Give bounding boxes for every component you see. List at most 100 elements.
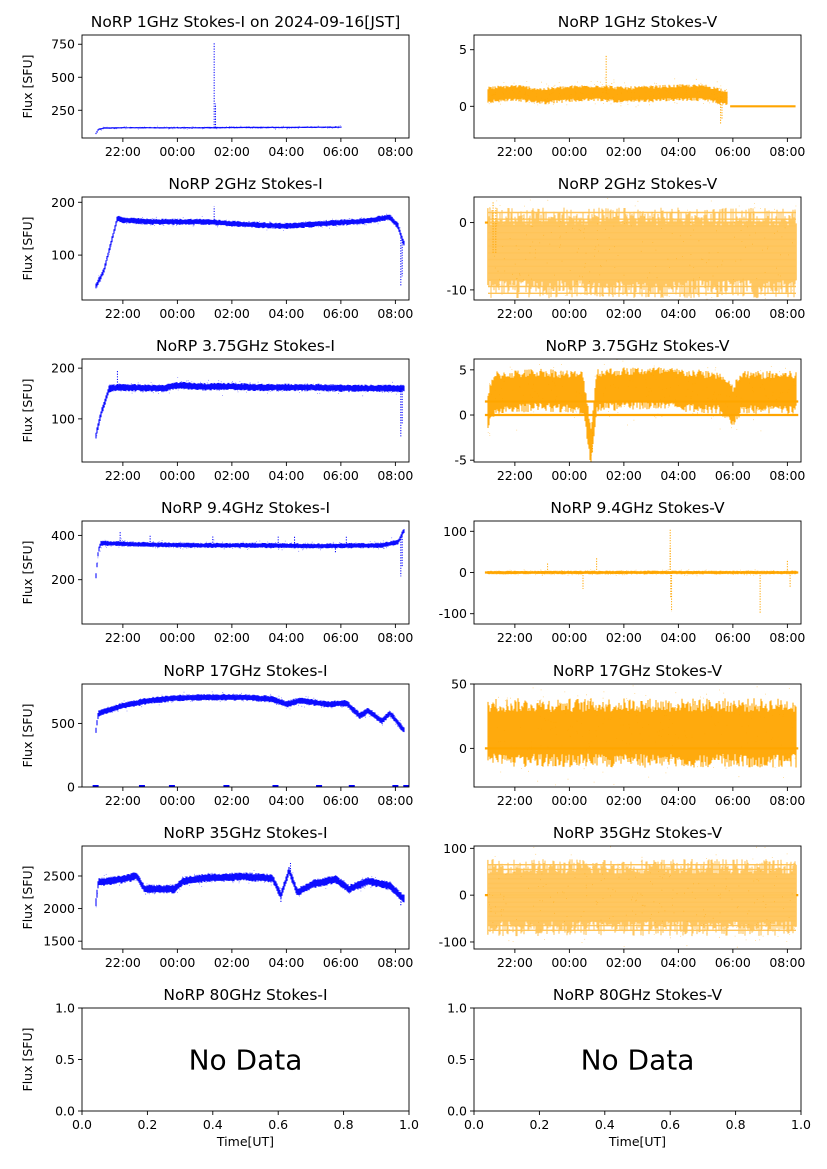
- panel-1: NoRP 1GHz Stokes-I on 2024-09-16[JST] Flu…: [20, 13, 413, 159]
- x-tick-label: 1.0: [399, 1117, 419, 1132]
- y-axis-label: Flux [SFU]: [20, 1028, 35, 1092]
- x-tick-label: 22:00: [105, 793, 141, 808]
- x-tick-label: 22:00: [497, 306, 533, 321]
- y-tick-label: 100: [51, 411, 75, 426]
- x-tick-label: 06:00: [323, 468, 359, 483]
- x-tick-label: 06:00: [715, 793, 751, 808]
- data-points: [95, 529, 405, 579]
- y-axis-label: Flux [SFU]: [20, 55, 35, 119]
- x-tick-label: 08:00: [377, 630, 413, 645]
- x-tick-label: 02:00: [606, 468, 642, 483]
- y-tick-label: 0.0: [447, 1104, 467, 1119]
- y-tick-label: -100: [439, 934, 467, 949]
- x-tick-label: 08:00: [769, 306, 805, 321]
- data-points: [484, 529, 799, 614]
- y-tick-label: 200: [51, 361, 75, 376]
- series-band: [95, 693, 405, 733]
- x-tick-label: 0.2: [529, 1117, 549, 1132]
- x-tick-label: 0.4: [595, 1117, 615, 1132]
- data-points: [95, 370, 405, 439]
- x-tick-label: 06:00: [715, 144, 751, 159]
- x-tick-label: 08:00: [377, 955, 413, 970]
- axes-frame: [473, 845, 802, 950]
- x-tick-label: 02:00: [606, 630, 642, 645]
- x-tick-label: 02:00: [214, 144, 250, 159]
- y-tick-label: 100: [443, 524, 467, 539]
- y-tick-label: -10: [447, 282, 467, 297]
- x-tick-label: 02:00: [214, 630, 250, 645]
- x-tick-label: 08:00: [769, 955, 805, 970]
- y-axis-label: Flux [SFU]: [20, 704, 35, 768]
- x-tick-label: 04:00: [660, 630, 696, 645]
- y-tick-label: 200: [51, 572, 75, 587]
- outlier-points: [488, 846, 795, 949]
- panel-title: NoRP 35GHz Stokes-V: [553, 824, 723, 842]
- y-tick-label: -5: [455, 453, 467, 468]
- x-tick-label: 04:00: [268, 630, 304, 645]
- x-tick-label: 0.6: [268, 1117, 288, 1132]
- axes-frame: [81, 683, 410, 788]
- x-tick-label: 08:00: [769, 468, 805, 483]
- y-tick-label: 0: [459, 99, 467, 114]
- panel-title: NoRP 9.4GHz Stokes-V: [550, 499, 725, 517]
- x-tick-label: 0.0: [464, 1117, 484, 1132]
- x-tick-label: 08:00: [377, 306, 413, 321]
- x-tick-label: 04:00: [268, 955, 304, 970]
- x-axis-label: Time[UT]: [608, 1134, 666, 1149]
- data-points: [484, 846, 799, 949]
- x-tick-label: 0.6: [660, 1117, 680, 1132]
- x-axis-label: Time[UT]: [216, 1134, 274, 1149]
- no-data-message: No Data: [189, 1044, 303, 1077]
- x-tick-label: 02:00: [606, 144, 642, 159]
- panel-9: NoRP 17GHz Stokes-I Flux [SFU] 22:00 00:00 0…: [20, 662, 413, 808]
- y-tick-label: 5: [459, 362, 467, 377]
- x-tick-label: 06:00: [715, 306, 751, 321]
- y-tick-label: 0: [67, 780, 75, 795]
- data-points: [484, 359, 799, 462]
- x-tick-label: 02:00: [606, 793, 642, 808]
- x-tick-label: 06:00: [323, 306, 359, 321]
- y-tick-label: 500: [51, 70, 75, 85]
- x-tick-label: 06:00: [715, 468, 751, 483]
- data-points: [95, 206, 405, 289]
- outlier-points: [487, 359, 796, 450]
- x-tick-label: 22:00: [105, 144, 141, 159]
- x-tick-label: 06:00: [323, 630, 359, 645]
- data-points: [484, 685, 799, 786]
- outlier-points: [97, 531, 404, 564]
- outlier-points: [489, 197, 797, 300]
- panel-3: NoRP 2GHz Stokes-I Flux [SFU] 22:00 00:00 02…: [20, 175, 413, 321]
- y-axis-label: Flux [SFU]: [20, 866, 35, 930]
- panel-title: NoRP 80GHz Stokes-V: [553, 986, 723, 1004]
- x-tick-label: 08:00: [377, 144, 413, 159]
- x-tick-label: 00:00: [551, 793, 587, 808]
- x-tick-label: 04:00: [660, 468, 696, 483]
- x-tick-label: 02:00: [606, 955, 642, 970]
- x-tick-label: 00:00: [551, 955, 587, 970]
- panel-title: NoRP 80GHz Stokes-I: [163, 986, 327, 1004]
- panel-title: NoRP 1GHz Stokes-I on 2024-09-16[JST]: [91, 13, 401, 31]
- y-axis-label: Flux [SFU]: [20, 379, 35, 443]
- x-tick-label: 06:00: [323, 144, 359, 159]
- panel-14: NoRP 80GHz Stokes-V 0.0 0.2 0.4 0.6 0.8 1.0 0.0…: [447, 986, 811, 1149]
- x-tick-label: 22:00: [105, 468, 141, 483]
- panel-title: NoRP 1GHz Stokes-V: [558, 13, 718, 31]
- outlier-points: [487, 685, 797, 786]
- x-tick-label: 08:00: [769, 793, 805, 808]
- axes-frame: [81, 845, 410, 950]
- y-tick-label: 50: [451, 677, 467, 692]
- y-tick-label: 0: [459, 565, 467, 580]
- x-tick-label: 00:00: [551, 144, 587, 159]
- x-tick-label: 08:00: [769, 144, 805, 159]
- panel-13: NoRP 80GHz Stokes-I Flux [SFU] 0.0 0.2 0.4 0.…: [20, 986, 419, 1149]
- x-tick-label: 22:00: [497, 630, 533, 645]
- x-tick-label: 06:00: [323, 955, 359, 970]
- y-tick-label: 500: [51, 716, 75, 731]
- axes-frame: [81, 196, 410, 301]
- panel-title: NoRP 3.75GHz Stokes-I: [156, 337, 335, 355]
- y-tick-label: 250: [51, 103, 75, 118]
- x-tick-label: 0.2: [137, 1117, 157, 1132]
- quantized-levels: [488, 864, 796, 931]
- x-tick-label: 04:00: [660, 955, 696, 970]
- panel-7: NoRP 9.4GHz Stokes-I Flux [SFU] 22:00 00:00…: [20, 499, 413, 645]
